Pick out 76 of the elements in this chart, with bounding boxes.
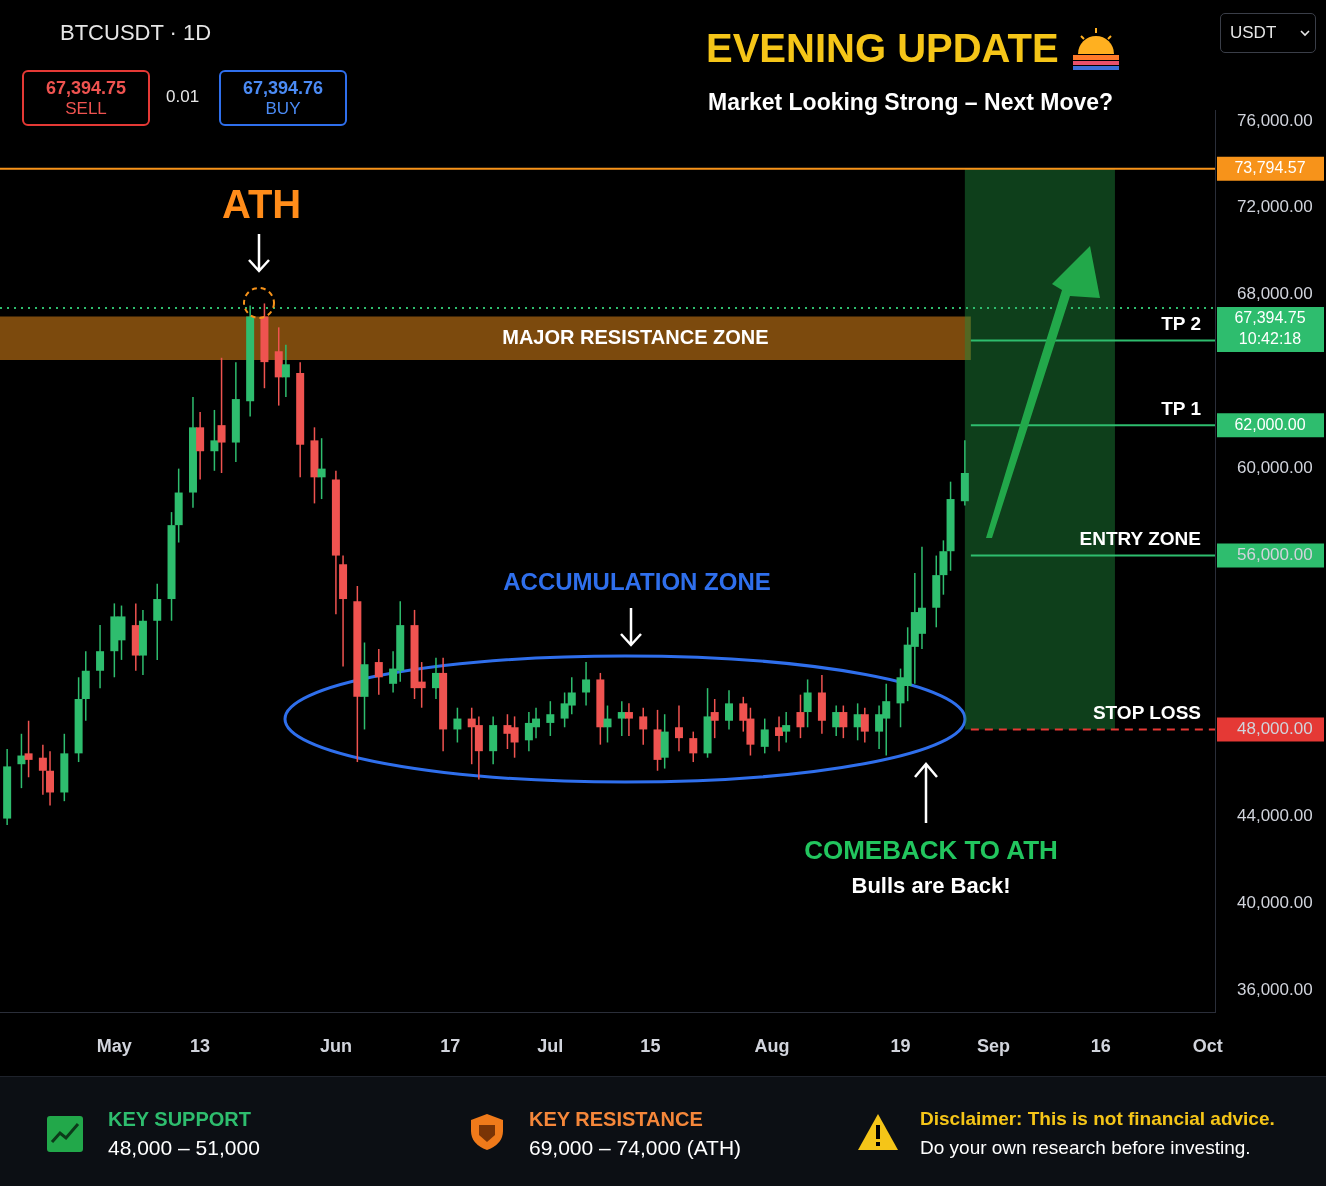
annotation: ATH	[222, 182, 302, 227]
x-tick-label: Jul	[537, 1035, 564, 1056]
candlestick	[453, 706, 462, 744]
candlestick	[546, 700, 555, 737]
text: 69,000 – 74,000 (ATH)	[529, 1136, 742, 1160]
text: KEY SUPPORT	[108, 1108, 251, 1131]
x-tick-label: 17	[440, 1035, 461, 1056]
text: BTCUSDT · 1D	[60, 20, 212, 46]
text: Disclaimer: This is not financial advice.	[920, 1108, 1275, 1130]
y-tick-label: 60,000.00	[1237, 458, 1313, 478]
candlestick	[217, 357, 226, 474]
candlestick	[17, 733, 26, 789]
x-tick-label: Oct	[1192, 1035, 1223, 1056]
candlestick	[374, 648, 383, 696]
candlestick	[582, 661, 591, 707]
candlestick	[639, 706, 648, 746]
candlestick	[603, 704, 612, 744]
annotation: Bulls are Back!	[851, 873, 1011, 899]
y-tick-label: 48,000.00	[1237, 719, 1313, 739]
annotation: ACCUMULATION ZONE	[503, 568, 771, 596]
text: KEY RESISTANCE	[529, 1108, 703, 1131]
candlestick	[196, 411, 205, 481]
candlestick	[710, 698, 719, 739]
candlestick	[860, 706, 869, 744]
text: 0.01	[166, 87, 200, 107]
text: 67,394.75	[1234, 309, 1306, 327]
candlestick	[281, 343, 290, 398]
x-tick-label: May	[96, 1035, 132, 1056]
candlestick	[782, 711, 791, 744]
candlestick	[689, 730, 698, 763]
candlestick	[725, 689, 733, 731]
ref-line-label: STOP LOSS	[1092, 702, 1201, 724]
x-tick-label: Jun	[319, 1035, 352, 1056]
y-tick-label: 76,000.00	[1237, 110, 1313, 130]
candlestick	[617, 700, 626, 737]
ref-line-label: TP 2	[1161, 313, 1201, 335]
chart-title: EVENING UPDATE	[706, 26, 1059, 71]
sell-button-frame: 67,394.75 SELL	[22, 70, 150, 126]
y-tick-label: 72,000.00	[1237, 197, 1313, 217]
y-tick-label: 44,000.00	[1237, 806, 1313, 826]
chart-subtitle: Market Looking Strong – Next Move?	[708, 89, 1114, 116]
text: 73,794.57	[1234, 159, 1306, 177]
y-tick-label: 68,000.00	[1237, 284, 1313, 304]
dropdown-frame: USDT	[1220, 13, 1316, 53]
annotation: SELL	[64, 99, 108, 119]
y-tick-label: 36,000.00	[1237, 979, 1313, 999]
candlestick	[775, 715, 784, 752]
x-tick-label: 15	[640, 1035, 661, 1056]
x-tick-label: Sep	[976, 1035, 1010, 1056]
buy-button-frame: 67,394.76 BUY	[219, 70, 347, 126]
text: Do your own research before investing.	[920, 1137, 1251, 1159]
candlestick	[839, 704, 848, 739]
y-tick-label: 56,000.00	[1237, 545, 1313, 565]
candlestick	[153, 583, 162, 661]
annotation: COMEBACK TO ATH	[804, 835, 1058, 866]
x-tick-label: Aug	[754, 1035, 790, 1056]
candlestick	[674, 704, 683, 752]
candlestick	[796, 693, 805, 739]
candlestick	[760, 717, 769, 755]
candlestick	[803, 678, 812, 729]
ref-line-label: TP 1	[1161, 397, 1202, 419]
ref-line-label: ENTRY ZONE	[1079, 528, 1201, 550]
candlestick	[96, 624, 105, 689]
candlestick	[317, 437, 326, 500]
x-tick-label: 19	[890, 1035, 911, 1056]
annotation: BUY	[264, 99, 302, 119]
candlestick	[210, 409, 219, 472]
text: 62,000.00	[1234, 415, 1306, 433]
y-tick-label: 40,000.00	[1237, 893, 1313, 913]
x-tick-label: 13	[190, 1035, 211, 1056]
text: 48,000 – 51,000	[108, 1136, 260, 1160]
text: 10:42:18	[1238, 330, 1302, 348]
x-tick-label: 16	[1090, 1035, 1111, 1056]
candlestick	[24, 720, 33, 779]
band-label: MAJOR RESISTANCE ZONE	[502, 325, 769, 348]
candlestick	[624, 702, 633, 737]
